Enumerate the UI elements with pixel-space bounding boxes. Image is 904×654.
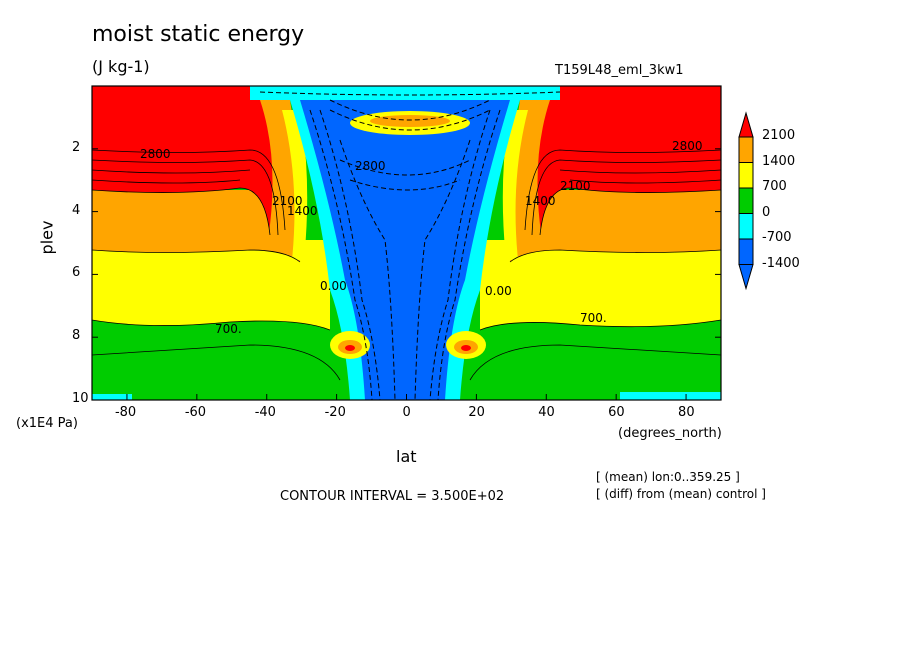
run-name: T159L48_eml_3kw1 <box>555 63 684 78</box>
x-tick-label: -80 <box>114 405 137 420</box>
contour-interval: CONTOUR INTERVAL = 3.500E+02 <box>280 489 505 504</box>
mean-note: [ (mean) lon:0..359.25 ] <box>596 470 740 484</box>
colorbar-label: 700 <box>762 179 787 194</box>
x-tick-label: 40 <box>538 405 555 420</box>
colorbar-label: -700 <box>762 230 792 245</box>
chart-units: (J kg-1) <box>92 57 150 76</box>
colorbar-bottom-arrow <box>738 264 754 291</box>
x-tick-label: -60 <box>184 405 207 420</box>
x-tick-label: -40 <box>254 405 276 420</box>
colorbar-label: 2100 <box>762 128 796 143</box>
colorbar <box>738 111 754 291</box>
y-tick-label: 8 <box>72 328 81 344</box>
x-tick-label: -20 <box>324 405 346 420</box>
filled-contours <box>92 86 721 400</box>
y-tick-label: 10 <box>72 391 89 406</box>
negative-contours <box>259 91 561 400</box>
colorbar-swatch <box>738 238 754 265</box>
x-axis-unit: (degrees_north) <box>618 426 722 441</box>
x-axis-label: lat <box>396 447 417 466</box>
y-axis-unit: (x1E4 Pa) <box>16 416 78 431</box>
y-tick-label: 6 <box>72 265 81 281</box>
colorbar-top-arrow <box>738 111 754 138</box>
contour-label: 700. <box>580 311 607 325</box>
y-tick-marks <box>92 148 721 401</box>
colorbar-swatch <box>738 136 754 163</box>
y-axis-label: plev <box>37 220 57 255</box>
contour-label: 1400 <box>525 194 556 208</box>
contour-label: 2100 <box>272 194 303 208</box>
contour-label: 1400 <box>287 204 318 218</box>
colorbar-label: -1400 <box>762 255 800 271</box>
contour-label: 2800 <box>140 147 171 161</box>
chart-title: moist static energy <box>92 22 305 47</box>
colorbar-label: 0 <box>762 204 771 220</box>
contour-label: 2800 <box>355 159 386 173</box>
x-tick-label: 60 <box>608 405 625 420</box>
contour-label: 2100 <box>560 179 591 193</box>
colorbar-swatch <box>738 162 754 189</box>
x-tick-label: 20 <box>468 405 485 420</box>
contour-label: 2800 <box>672 139 703 153</box>
contour-label: 0.00 <box>485 284 512 298</box>
x-tick-label: 80 <box>678 405 695 420</box>
x-tick-marks <box>126 394 687 400</box>
colorbar-label: 1400 <box>762 153 796 169</box>
y-tick-label: 2 <box>72 139 81 155</box>
colorbar-swatch <box>738 213 754 240</box>
contour-label: 700. <box>215 322 242 336</box>
diff-note: [ (diff) from (mean) control ] <box>596 487 766 501</box>
colorbar-swatch <box>738 187 754 214</box>
x-tick-label: 0 <box>402 405 411 420</box>
contour-label: 0.00 <box>320 279 347 293</box>
y-tick-label: 4 <box>72 202 81 218</box>
contour-lines <box>92 149 721 381</box>
